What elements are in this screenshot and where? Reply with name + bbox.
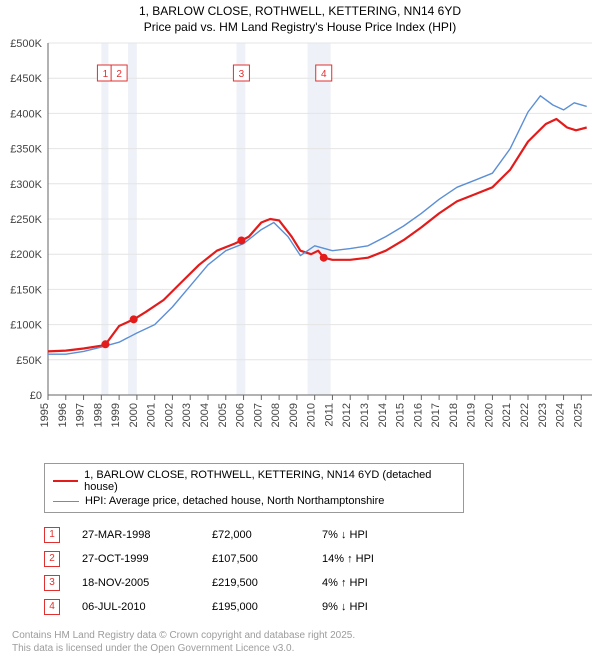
tx-badge: 2 <box>44 551 60 567</box>
svg-text:2011: 2011 <box>323 403 335 427</box>
chart-container: 1, BARLOW CLOSE, ROTHWELL, KETTERING, NN… <box>0 0 600 620</box>
svg-text:2023: 2023 <box>537 403 549 427</box>
svg-text:2002: 2002 <box>163 403 175 427</box>
svg-text:£350K: £350K <box>10 144 42 156</box>
svg-text:2014: 2014 <box>377 403 389 427</box>
svg-text:1: 1 <box>103 69 109 80</box>
table-row: 2 27-OCT-1999 £107,500 14% ↑ HPI <box>44 547 600 571</box>
svg-text:2017: 2017 <box>430 403 442 427</box>
svg-text:£400K: £400K <box>10 109 42 121</box>
tx-badge: 3 <box>44 575 60 591</box>
legend-item: HPI: Average price, detached house, Nort… <box>53 494 455 508</box>
svg-text:2025: 2025 <box>572 403 584 427</box>
svg-text:£150K: £150K <box>10 285 42 297</box>
svg-text:2019: 2019 <box>466 403 478 427</box>
table-row: 3 18-NOV-2005 £219,500 4% ↑ HPI <box>44 571 600 595</box>
svg-text:2012: 2012 <box>341 403 353 427</box>
svg-text:2018: 2018 <box>448 403 460 427</box>
tx-price: £107,500 <box>212 553 322 565</box>
svg-text:2004: 2004 <box>199 403 211 427</box>
tx-date: 27-MAR-1998 <box>82 529 212 541</box>
svg-text:2000: 2000 <box>128 403 140 427</box>
svg-text:2013: 2013 <box>359 403 371 427</box>
footer-attribution: Contains HM Land Registry data © Crown c… <box>12 629 600 655</box>
svg-text:1998: 1998 <box>92 403 104 427</box>
tx-price: £219,500 <box>212 577 322 589</box>
tx-delta: 7% ↓ HPI <box>322 529 432 541</box>
svg-text:2021: 2021 <box>501 403 513 427</box>
svg-text:1997: 1997 <box>75 403 87 427</box>
svg-text:1996: 1996 <box>57 403 69 427</box>
svg-text:2001: 2001 <box>146 403 158 427</box>
table-row: 4 06-JUL-2010 £195,000 9% ↓ HPI <box>44 595 600 619</box>
footer-line-2: This data is licensed under the Open Gov… <box>12 642 600 655</box>
svg-text:2006: 2006 <box>235 403 247 427</box>
svg-text:£50K: £50K <box>16 355 42 367</box>
tx-delta: 9% ↓ HPI <box>322 601 432 613</box>
tx-date: 06-JUL-2010 <box>82 601 212 613</box>
svg-text:2007: 2007 <box>252 403 264 427</box>
svg-text:£500K: £500K <box>10 38 42 50</box>
tx-delta: 14% ↑ HPI <box>322 553 432 565</box>
line-chart-svg: £0 £50K £100K £150K £200K £250K £300K £350K £400… <box>0 37 600 457</box>
chart-area: £0 £50K £100K £150K £200K £250K £300K £350K £400… <box>0 37 600 457</box>
svg-text:£200K: £200K <box>10 249 42 261</box>
legend-label: 1, BARLOW CLOSE, ROTHWELL, KETTERING, NN… <box>84 469 455 493</box>
legend: 1, BARLOW CLOSE, ROTHWELL, KETTERING, NN… <box>44 463 464 513</box>
svg-text:2015: 2015 <box>395 403 407 427</box>
svg-text:4: 4 <box>321 69 327 80</box>
transaction-table: 1 27-MAR-1998 £72,000 7% ↓ HPI 2 27-OCT-… <box>44 523 600 619</box>
svg-text:2008: 2008 <box>270 403 282 427</box>
svg-text:2022: 2022 <box>519 403 531 427</box>
svg-text:2016: 2016 <box>412 403 424 427</box>
svg-text:2009: 2009 <box>288 403 300 427</box>
svg-text:2003: 2003 <box>181 403 193 427</box>
legend-swatch <box>53 501 79 502</box>
svg-text:3: 3 <box>239 69 245 80</box>
svg-text:£300K: £300K <box>10 179 42 191</box>
svg-text:£0: £0 <box>30 390 42 402</box>
table-row: 1 27-MAR-1998 £72,000 7% ↓ HPI <box>44 523 600 547</box>
svg-text:2: 2 <box>116 69 122 80</box>
svg-text:2010: 2010 <box>306 403 318 427</box>
legend-label: HPI: Average price, detached house, Nort… <box>85 495 384 507</box>
tx-delta: 4% ↑ HPI <box>322 577 432 589</box>
svg-text:2020: 2020 <box>483 403 495 427</box>
footer-line-1: Contains HM Land Registry data © Crown c… <box>12 629 600 642</box>
tx-price: £195,000 <box>212 601 322 613</box>
svg-text:£250K: £250K <box>10 214 42 226</box>
svg-text:1999: 1999 <box>110 403 122 427</box>
tx-badge: 1 <box>44 527 60 543</box>
svg-text:£450K: £450K <box>10 73 42 85</box>
title-line-1: 1, BARLOW CLOSE, ROTHWELL, KETTERING, NN… <box>8 4 592 20</box>
svg-text:2005: 2005 <box>217 403 229 427</box>
svg-text:1995: 1995 <box>39 403 51 427</box>
chart-title: 1, BARLOW CLOSE, ROTHWELL, KETTERING, NN… <box>0 0 600 37</box>
svg-text:£100K: £100K <box>10 320 42 332</box>
tx-badge: 4 <box>44 599 60 615</box>
tx-date: 18-NOV-2005 <box>82 577 212 589</box>
legend-item: 1, BARLOW CLOSE, ROTHWELL, KETTERING, NN… <box>53 468 455 494</box>
title-line-2: Price paid vs. HM Land Registry's House … <box>8 20 592 36</box>
tx-price: £72,000 <box>212 529 322 541</box>
tx-date: 27-OCT-1999 <box>82 553 212 565</box>
svg-text:2024: 2024 <box>555 403 567 427</box>
legend-swatch <box>53 480 78 482</box>
